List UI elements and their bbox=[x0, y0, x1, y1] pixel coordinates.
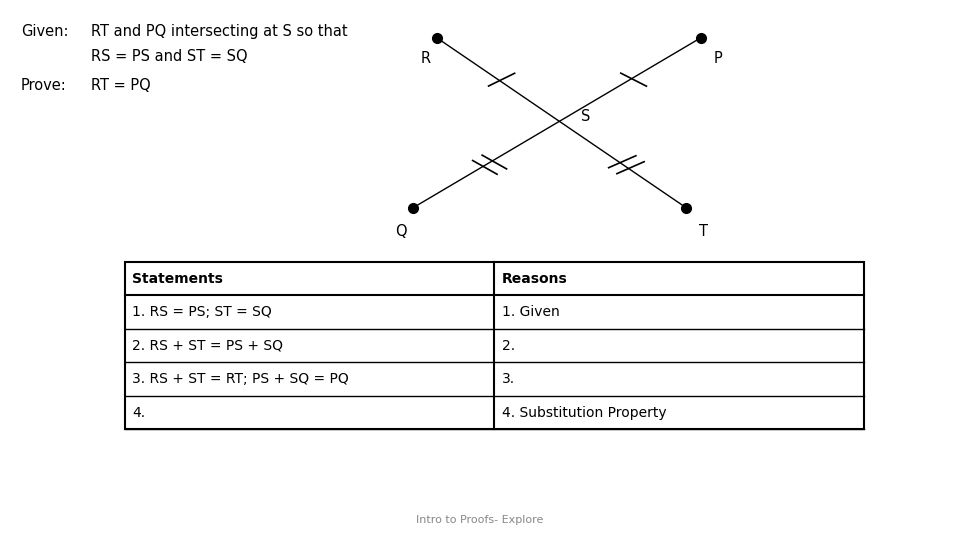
Text: Q: Q bbox=[396, 224, 407, 239]
Text: RS = PS and ST = SQ: RS = PS and ST = SQ bbox=[91, 49, 248, 64]
Text: Prove:: Prove: bbox=[21, 78, 67, 93]
Text: T: T bbox=[699, 224, 708, 239]
Text: Reasons: Reasons bbox=[502, 272, 567, 286]
Bar bbox=[125, 262, 864, 429]
Text: 1. Given: 1. Given bbox=[502, 305, 560, 319]
Text: 1. RS = PS; ST = SQ: 1. RS = PS; ST = SQ bbox=[132, 305, 273, 319]
Text: 4. Substitution Property: 4. Substitution Property bbox=[502, 406, 666, 420]
Text: Given:: Given: bbox=[21, 24, 68, 39]
Text: 2. RS + ST = PS + SQ: 2. RS + ST = PS + SQ bbox=[132, 339, 283, 353]
Text: 3. RS + ST = RT; PS + SQ = PQ: 3. RS + ST = RT; PS + SQ = PQ bbox=[132, 372, 349, 386]
Text: S: S bbox=[581, 109, 590, 124]
Text: 4.: 4. bbox=[132, 406, 146, 420]
Text: P: P bbox=[713, 51, 723, 66]
Text: 2.: 2. bbox=[502, 339, 516, 353]
Text: RT = PQ: RT = PQ bbox=[91, 78, 151, 93]
Text: 3.: 3. bbox=[502, 372, 516, 386]
Text: R: R bbox=[420, 51, 430, 66]
Text: Statements: Statements bbox=[132, 272, 224, 286]
Text: Intro to Proofs- Explore: Intro to Proofs- Explore bbox=[417, 515, 543, 525]
Text: RT and PQ intersecting at S so that: RT and PQ intersecting at S so that bbox=[91, 24, 348, 39]
